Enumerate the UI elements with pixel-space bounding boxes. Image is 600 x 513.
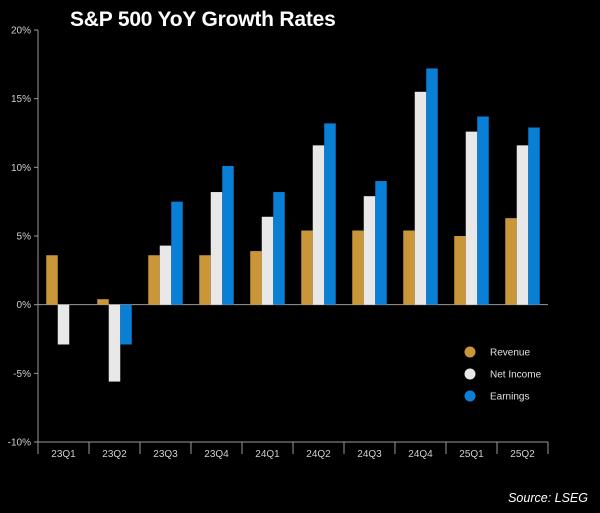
bar-net-income <box>363 196 376 305</box>
bar-net-income <box>159 245 172 305</box>
bar-earnings <box>477 116 489 305</box>
bar-net-income <box>465 131 478 305</box>
bar-net-income <box>312 145 325 305</box>
y-tick-label: 10% <box>11 163 31 174</box>
x-tick-label: 25Q1 <box>459 449 484 460</box>
bar-net-income <box>108 304 121 382</box>
bar-earnings <box>222 165 234 305</box>
x-tick-label: 23Q1 <box>51 449 76 460</box>
bar-net-income <box>516 145 529 305</box>
x-tick-label: 23Q2 <box>102 449 127 460</box>
legend-marker-net-income <box>464 368 476 380</box>
y-tick-label: -10% <box>8 438 31 449</box>
x-tick-label: 24Q4 <box>408 449 433 460</box>
legend-label-earnings: Earnings <box>490 392 529 403</box>
bar-revenue <box>454 236 466 305</box>
y-tick-label: 15% <box>11 94 31 105</box>
bar-revenue <box>505 218 517 305</box>
chart-title: S&P 500 YoY Growth Rates <box>70 8 336 31</box>
bar-revenue <box>148 255 160 305</box>
x-tick-label: 24Q2 <box>306 449 331 460</box>
legend-label-net-income: Net Income <box>490 370 542 381</box>
bar-earnings <box>171 201 183 305</box>
bar-earnings <box>324 123 336 305</box>
bar-net-income <box>414 91 427 305</box>
bar-revenue <box>46 255 58 305</box>
bar-earnings <box>273 192 285 305</box>
bar-revenue <box>199 255 211 305</box>
bar-net-income <box>57 304 70 345</box>
legend-marker-earnings <box>464 390 476 402</box>
x-tick-label: 25Q2 <box>510 449 535 460</box>
x-tick-label: 24Q3 <box>357 449 382 460</box>
chart-source: Source: LSEG <box>508 491 588 505</box>
bar-revenue <box>403 230 415 305</box>
legend-marker-revenue <box>464 346 476 358</box>
bar-earnings <box>120 304 132 345</box>
x-tick-label: 24Q1 <box>255 449 280 460</box>
x-tick-label: 23Q3 <box>153 449 178 460</box>
bar-revenue <box>352 230 364 305</box>
y-tick-label: 5% <box>17 232 32 243</box>
legend-label-revenue: Revenue <box>490 348 530 359</box>
bar-earnings <box>375 181 387 305</box>
y-tick-label: 0% <box>17 300 32 311</box>
y-tick-label: -5% <box>13 369 31 380</box>
bar-earnings <box>426 68 438 305</box>
y-tick-label: 20% <box>11 26 31 37</box>
bar-revenue <box>97 299 109 305</box>
bar-net-income <box>210 192 223 305</box>
bar-net-income <box>261 216 274 305</box>
bar-revenue <box>250 251 262 305</box>
x-tick-label: 23Q4 <box>204 449 229 460</box>
bar-revenue <box>301 230 313 305</box>
bar-earnings <box>528 127 540 305</box>
